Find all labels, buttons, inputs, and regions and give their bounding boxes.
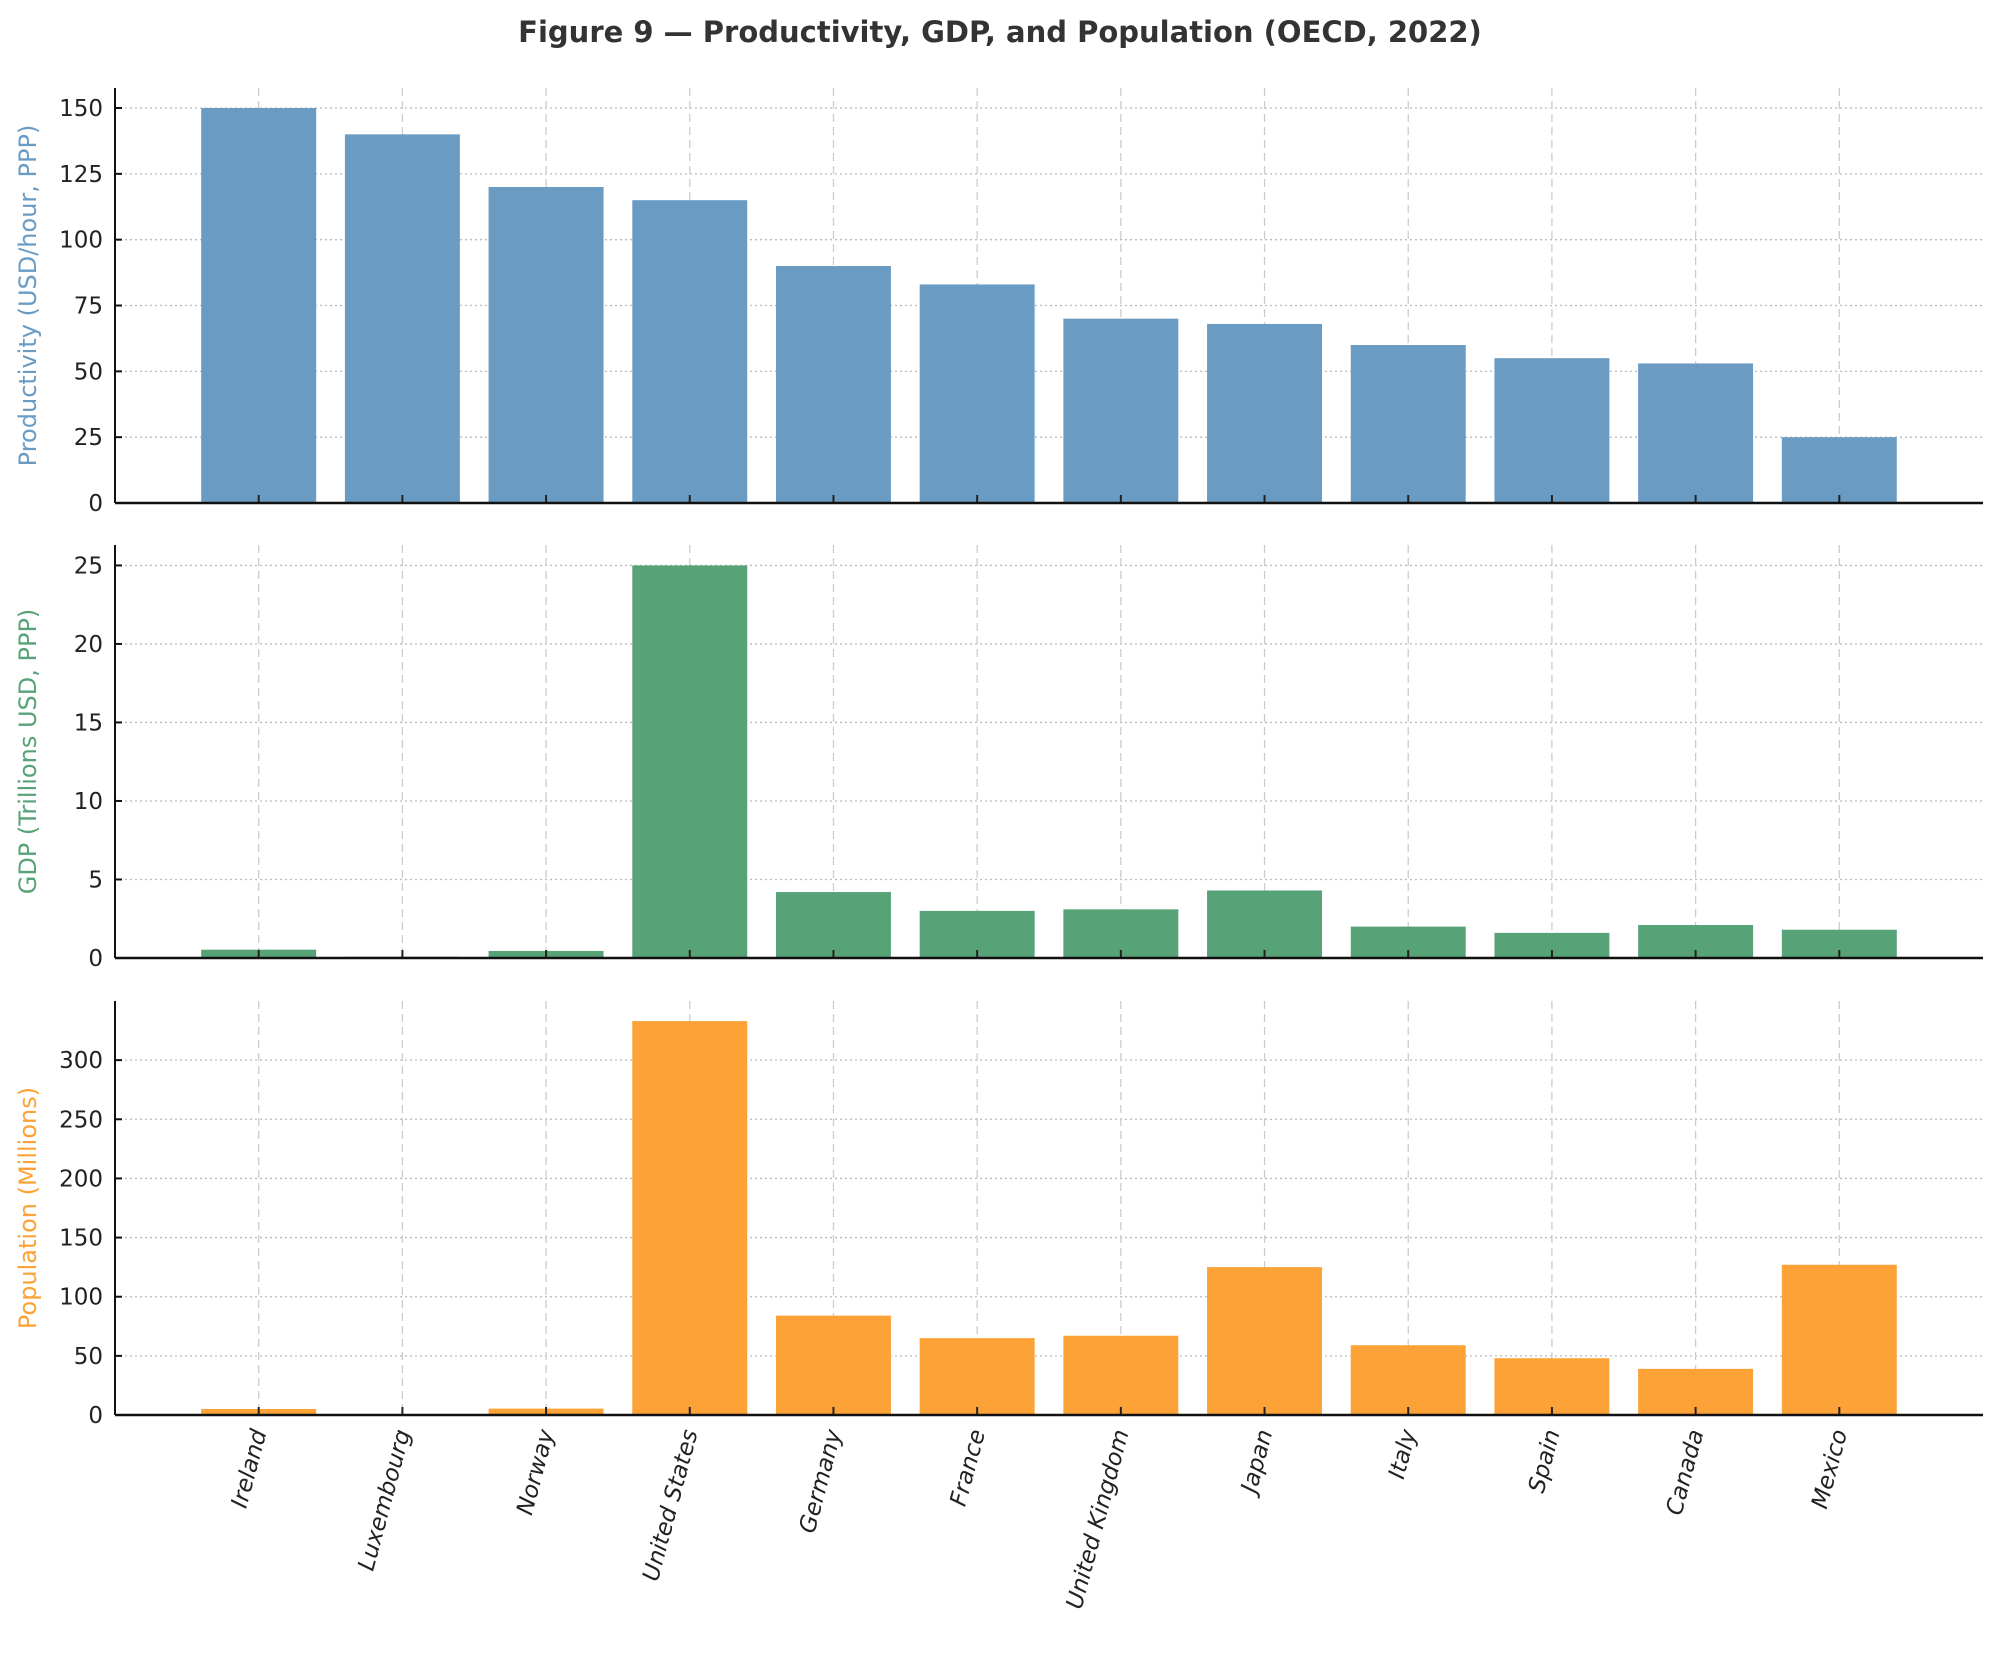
y-tick-label: 25: [74, 553, 103, 579]
panel-1: 0 5 10 15 20 25 GDP (Trillions USD, PPP): [14, 545, 1983, 972]
y-tick-label: 125: [59, 162, 103, 188]
y-tick-label: 10: [74, 789, 103, 815]
panel-2: 0 50 100 150 200 250 300 Population (Millions): [14, 1001, 1983, 1429]
bar-canada: [1638, 363, 1754, 503]
y-tick-label: 0: [88, 946, 103, 972]
bar-france: [919, 1338, 1035, 1415]
bar-ireland: [201, 108, 317, 503]
x-tick-label: Norway: [512, 1426, 560, 1517]
y-tick-label: 15: [74, 710, 103, 736]
y-tick-label: 50: [74, 359, 103, 385]
x-tick-label: Japan: [1236, 1427, 1279, 1500]
bar-germany: [775, 892, 891, 958]
y-tick-label: 150: [59, 1226, 103, 1252]
bar-italy: [1350, 345, 1466, 503]
bar-japan: [1207, 1267, 1323, 1415]
bar-united-kingdom: [1063, 318, 1179, 503]
bar-united-states: [632, 200, 748, 503]
y-tick-label: 5: [88, 867, 103, 893]
y-tick-label: 250: [59, 1107, 103, 1133]
panel-0: 0 25 50 75 100 125 150 Productivity (USD/hour, …: [14, 88, 1983, 517]
y-tick-label: 75: [74, 294, 103, 320]
x-tick-label: Ireland: [227, 1426, 273, 1510]
x-tick-label: Mexico: [1807, 1427, 1853, 1512]
bar-united-kingdom: [1063, 1335, 1179, 1415]
bar-japan: [1207, 323, 1323, 503]
bar-united-states: [632, 565, 748, 958]
y-tick-label: 0: [88, 491, 103, 517]
bar-germany: [775, 266, 891, 503]
bar-united-states: [632, 1021, 748, 1415]
x-tick-label: Italy: [1384, 1426, 1422, 1481]
y-tick-label: 0: [88, 1403, 103, 1429]
y-tick-label: 50: [74, 1344, 103, 1370]
bar-mexico: [1781, 437, 1897, 503]
y-tick-label: 300: [59, 1048, 103, 1074]
x-tick-label: Germany: [795, 1426, 848, 1536]
bar-spain: [1494, 1358, 1610, 1415]
y-axis-label: Productivity (USD/hour, PPP): [14, 125, 42, 467]
x-tick-label: United States: [638, 1427, 703, 1584]
y-tick-label: 25: [74, 425, 103, 451]
y-tick-label: 20: [74, 632, 103, 658]
bar-spain: [1494, 358, 1610, 503]
bar-france: [919, 284, 1035, 503]
x-tick-label: France: [946, 1427, 991, 1509]
bar-japan: [1207, 890, 1323, 958]
bar-norway: [488, 187, 604, 504]
y-axis-label: Population (Millions): [14, 1087, 42, 1329]
x-tick-label: United Kingdom: [1062, 1427, 1135, 1612]
y-axis-label: GDP (Trillions USD, PPP): [14, 609, 42, 895]
bar-italy: [1350, 1345, 1466, 1415]
bar-luxembourg: [344, 134, 460, 503]
x-tick-label: Luxembourg: [354, 1427, 417, 1574]
x-tick-label: Spain: [1524, 1427, 1566, 1496]
y-tick-label: 100: [59, 1285, 103, 1311]
bar-mexico: [1781, 1264, 1897, 1415]
y-tick-label: 200: [59, 1166, 103, 1192]
chart-title: Figure 9 — Productivity, GDP, and Popula…: [518, 15, 1482, 49]
y-tick-label: 100: [59, 228, 103, 254]
bar-germany: [775, 1315, 891, 1415]
bar-united-kingdom: [1063, 909, 1179, 958]
x-tick-label: Canada: [1662, 1427, 1710, 1518]
y-tick-label: 150: [59, 96, 103, 122]
